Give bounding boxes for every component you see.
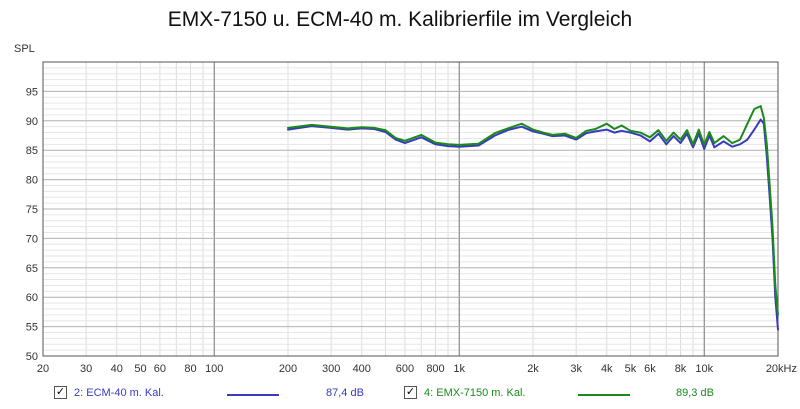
x-tick-label: 200 [279, 363, 297, 375]
series-2-name: 4: EMX-7150 m. Kal. [424, 387, 526, 399]
series-line-1 [287, 118, 779, 331]
y-tick-label: 70 [26, 233, 38, 245]
series-line-2 [287, 105, 779, 316]
x-tick-label: 2k [527, 363, 539, 375]
x-tick-label: 60 [154, 363, 166, 375]
series-2-checkbox[interactable]: ✓ [404, 386, 417, 399]
major-grid [43, 62, 778, 357]
series-1-checkbox[interactable]: ✓ [54, 386, 67, 399]
y-tick-label: 60 [26, 292, 38, 304]
x-tick-labels: 20 30 40 50 60 80 100 200 300 400 600 800 1k 2k 3k 4k 5k… [37, 363, 797, 375]
y-tick-label: 75 [26, 204, 38, 216]
y-tick-label: 55 [26, 322, 38, 334]
series-1-name: 2: ECM-40 m. Kal. [74, 387, 164, 399]
x-tick-label: 20kHz [766, 363, 797, 375]
x-tick-label: 10k [695, 363, 713, 375]
y-tick-label: 90 [26, 116, 38, 128]
legend: ✓ 2: ECM-40 m. Kal. 87,4 dB ✓ 4: EMX-715… [0, 384, 800, 406]
x-tick-label: 100 [205, 363, 223, 375]
x-tick-label: 6k [644, 363, 656, 375]
x-tick-label: 600 [396, 363, 414, 375]
x-tick-label: 800 [426, 363, 444, 375]
x-tick-label: 4k [601, 363, 613, 375]
y-axis-label: SPL [14, 43, 35, 55]
series-1-value: 87,4 dB [326, 387, 364, 399]
y-tick-label: 65 [26, 263, 38, 275]
plot-frame [42, 61, 779, 357]
y-tick-label: 50 [26, 351, 38, 363]
x-tick-label: 20 [37, 363, 49, 375]
x-tick-label: 400 [353, 363, 371, 375]
x-tick-label: 5k [625, 363, 637, 375]
y-tick-label: 95 [26, 86, 38, 98]
x-tick-label: 300 [322, 363, 340, 375]
x-tick-label: 30 [80, 363, 92, 375]
series-2-swatch [578, 394, 630, 396]
y-tick-label: 80 [26, 175, 38, 187]
x-tick-label: 1k [453, 363, 465, 375]
y-tick-label: 85 [26, 145, 38, 157]
x-tick-label: 40 [111, 363, 123, 375]
x-tick-label: 8k [675, 363, 687, 375]
chart-title: EMX-7150 u. ECM-40 m. Kalibrierfile im V… [167, 8, 633, 31]
x-tick-label: 80 [184, 363, 196, 375]
y-tick-labels: 50 55 60 65 70 75 80 85 90 95 [26, 86, 38, 363]
series-1-swatch [227, 394, 279, 396]
series-2-value: 89,3 dB [676, 387, 714, 399]
x-tick-label: 50 [134, 363, 146, 375]
x-tick-label: 3k [570, 363, 582, 375]
frequency-response-chart: SPL 50 55 60 65 70 75 80 85 90 95 20 30 40 50 60 80 100… [14, 43, 797, 375]
series-lines [287, 105, 779, 331]
